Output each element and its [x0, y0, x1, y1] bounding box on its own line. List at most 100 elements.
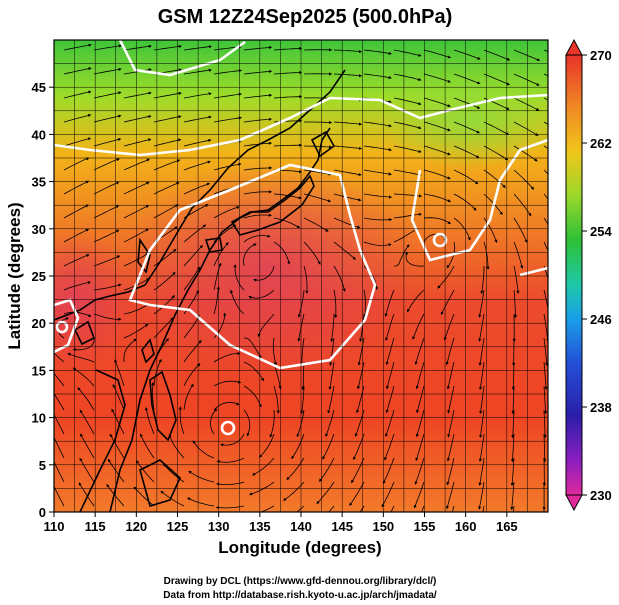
streamline: [483, 217, 498, 243]
streamline: [423, 169, 451, 180]
streamline: [478, 313, 485, 342]
streamline: [478, 337, 485, 366]
streamline: [451, 505, 455, 512]
x-tick-label: 140: [290, 519, 312, 534]
streamline: [443, 313, 455, 341]
streamline: [393, 121, 422, 130]
streamline: [123, 115, 152, 123]
streamline: [79, 409, 95, 435]
streamline: [183, 45, 213, 51]
streamline: [543, 385, 548, 415]
streamline: [453, 49, 481, 60]
y-tick-label: 25: [32, 269, 46, 284]
streamline: [63, 137, 92, 147]
streamline: [79, 457, 95, 483]
streamline: [483, 49, 511, 61]
streamline: [453, 145, 480, 159]
streamline: [478, 457, 485, 486]
streamline: [363, 193, 393, 199]
streamline: [423, 73, 452, 83]
streamline: [123, 338, 137, 363]
streamline: [107, 458, 125, 483]
streamline: [513, 241, 524, 269]
streamline: [333, 145, 363, 150]
streamline: [513, 49, 541, 62]
streamline: [243, 190, 273, 195]
streamline: [233, 264, 245, 291]
streamline: [356, 361, 365, 390]
streamline: [333, 169, 362, 177]
streamline: [213, 162, 242, 171]
streamline: [543, 193, 548, 200]
streamline: [54, 413, 65, 435]
streamline: [363, 289, 367, 319]
streamline: [510, 457, 515, 487]
streamline: [133, 486, 155, 507]
streamline: [328, 361, 335, 390]
streamline: [319, 457, 335, 483]
streamline: [480, 266, 485, 295]
streamline: [272, 337, 278, 366]
colorbar-tick-label: 270: [590, 48, 612, 63]
plot-area: [53, 39, 549, 513]
streamline: [543, 169, 548, 175]
streamline: [513, 193, 532, 217]
streamline: [453, 169, 479, 185]
streamline: [77, 387, 95, 411]
streamline: [54, 372, 65, 387]
streamline: [478, 361, 485, 391]
streamline: [325, 409, 335, 437]
streamline: [511, 409, 515, 439]
x-tick-label: 160: [455, 519, 477, 534]
streamline: [297, 289, 305, 318]
streamline: [393, 228, 419, 243]
streamline: [243, 166, 273, 171]
streamline: [63, 228, 90, 243]
streamline: [543, 313, 548, 342]
streamline: [93, 181, 120, 195]
contour-closed-south: [220, 420, 236, 436]
streamline: [63, 311, 92, 317]
y-tick-label: 15: [32, 363, 46, 378]
streamline: [363, 217, 393, 222]
streamline: [123, 44, 152, 51]
colorbar-tick-label: 246: [590, 312, 612, 327]
streamline: [251, 457, 275, 476]
y-tick-label: 10: [32, 411, 46, 426]
streamline: [353, 433, 365, 461]
credit-line-1: Drawing by DCL (https://www.gfd-dennou.o…: [164, 576, 437, 587]
streamline: [243, 117, 273, 123]
y-tick-label: 40: [32, 127, 46, 142]
hainan: [73, 320, 96, 346]
streamline: [162, 463, 185, 483]
streamline: [160, 490, 185, 507]
streamline: [301, 361, 305, 391]
streamline: [243, 213, 272, 219]
contour-closed-west: [55, 320, 69, 334]
colorbar-ticks: 270 262 254 246 238 230: [582, 48, 612, 503]
streamline: [415, 433, 425, 462]
mainland-coast: [109, 127, 331, 512]
streamline: [269, 409, 275, 438]
streamline: [253, 265, 275, 282]
x-tick-label: 165: [496, 519, 518, 534]
streamline: [213, 286, 220, 315]
streamline: [382, 457, 395, 485]
contour-262-edge: [519, 266, 548, 277]
streamline: [363, 241, 392, 247]
streamline: [67, 352, 95, 363]
streamline: [423, 233, 447, 243]
streamline: [404, 251, 425, 267]
streamline: [63, 180, 90, 195]
streamline: [63, 67, 92, 75]
streamline: [300, 337, 305, 367]
streamline: [333, 193, 362, 202]
credit-line-2: Data from http://database.rish.kyoto-u.a…: [163, 590, 437, 601]
y-tick-label: 20: [32, 316, 46, 331]
streamline: [57, 317, 70, 339]
streamline: [384, 433, 395, 461]
streamline: [54, 392, 65, 411]
streamline: [93, 283, 122, 291]
streamline: [385, 385, 395, 414]
streamline: [286, 457, 305, 481]
